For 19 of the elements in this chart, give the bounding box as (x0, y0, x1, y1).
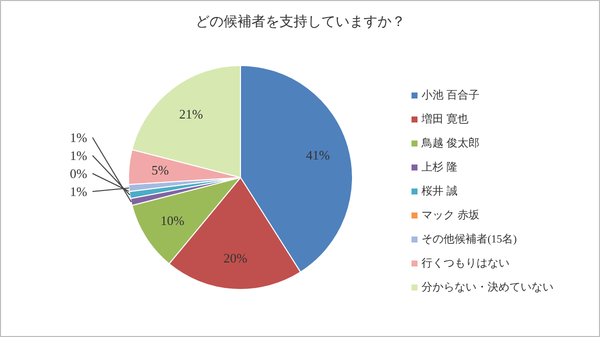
data-label: 41% (306, 148, 330, 162)
legend-label: その他候補者(15名) (422, 232, 518, 246)
data-label: 21% (179, 106, 204, 122)
data-label: 1% (70, 148, 88, 163)
legend-label: 小池 百合子 (422, 88, 480, 102)
legend-label: 分からない・決めていない (422, 280, 554, 294)
legend-label: マック 赤坂 (422, 208, 480, 222)
data-label: 10% (160, 213, 184, 228)
legend-label: 増田 寛也 (420, 112, 468, 126)
legend-label: 鳥越 俊太郎 (420, 136, 480, 150)
data-label: 5% (152, 162, 170, 178)
data-label: 1% (70, 184, 88, 199)
text: 0% (70, 166, 88, 181)
data-label: 20% (224, 250, 248, 266)
legend-label: 桜井 誠 (422, 184, 458, 198)
legend-label: 行くつもりはない (422, 258, 510, 270)
data-label: 1% (70, 130, 88, 145)
chart-title: どの候補者を支持していますか？ (196, 14, 406, 30)
legend-label: 上杉 隆 (422, 160, 458, 174)
